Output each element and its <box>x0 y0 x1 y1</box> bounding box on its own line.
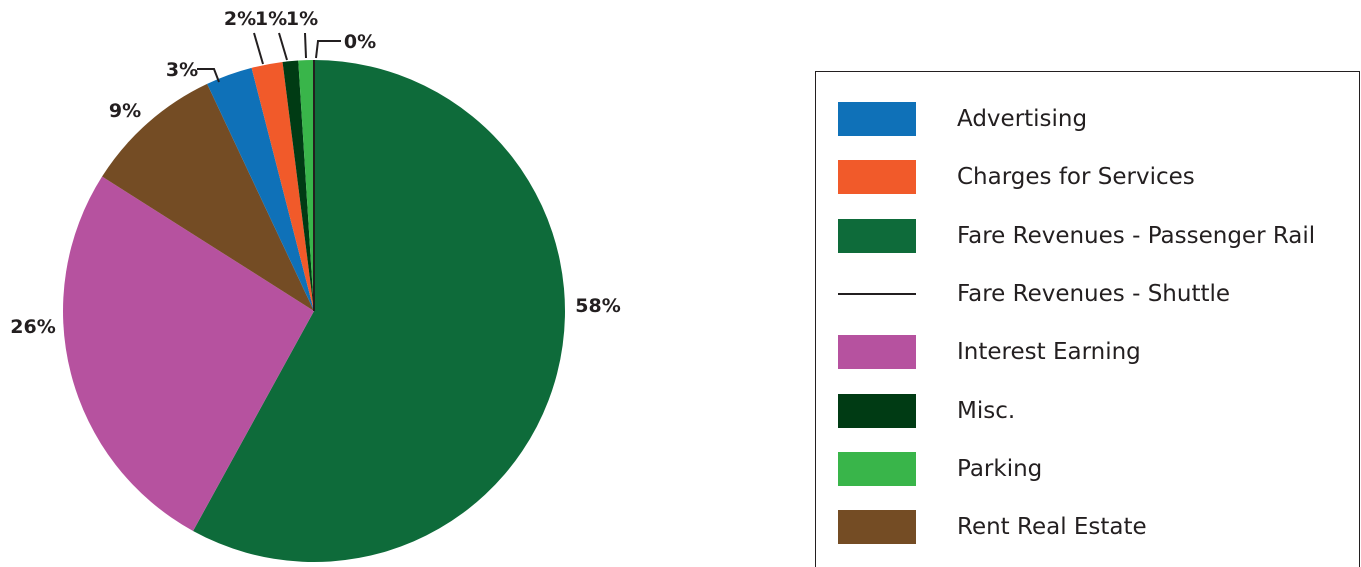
pie-labels: 58%26%9%3%2%1%1%0% <box>10 8 620 338</box>
pie-slice-parking <box>298 60 314 311</box>
legend-label: Interest Earning <box>957 339 1141 366</box>
leader-line-advertising <box>197 68 220 83</box>
legend-item-misc: Misc. <box>838 393 1348 428</box>
leader-line-parking <box>304 32 307 59</box>
leader-line-misc <box>278 32 288 61</box>
data-label-rent-real-estate: 9% <box>109 100 141 122</box>
pie-slice-rent-real-estate <box>102 83 314 311</box>
pie-chart: 58%26%9%3%2%1%1%0% <box>10 8 621 562</box>
pie-slice-advertising <box>207 67 314 312</box>
data-label-fare-revenues-passenger-rail: 58% <box>575 295 620 317</box>
legend-swatch <box>838 292 916 295</box>
data-label-advertising: 3% <box>166 59 198 81</box>
pie-slice-misc <box>282 60 314 311</box>
legend-swatch <box>838 335 916 370</box>
pie-slice-charges-for-services <box>251 61 314 311</box>
legend-label: Misc. <box>957 397 1016 424</box>
legend-swatch <box>838 451 916 486</box>
pie-slice-interest-earning <box>62 176 315 531</box>
legend-label: Fare Revenues - Passenger Rail <box>957 222 1316 249</box>
data-label-fare-revenues-shuttle: 0% <box>344 31 376 53</box>
legend-item-fare-revenues-passenger-rail: Fare Revenues - Passenger Rail <box>838 218 1348 253</box>
legend-item-charges-for-services: Charges for Services <box>838 160 1348 195</box>
legend-item-fare-revenues-shuttle: Fare Revenues - Shuttle <box>838 277 1348 311</box>
legend-swatch <box>838 510 916 545</box>
pie-slice-fare-revenues-passenger-rail <box>193 60 565 562</box>
data-label-parking: 1% <box>286 8 318 30</box>
legend-label: Charges for Services <box>957 164 1195 191</box>
chart-legend: Advertising Charges for Services Fare Reve… <box>815 71 1360 567</box>
data-label-charges-for-services: 2% <box>224 8 256 30</box>
leader-line-charges-for-services <box>253 32 264 65</box>
leader-line-fare-revenues-shuttle <box>315 40 341 59</box>
data-label-misc: 1% <box>255 8 287 30</box>
legend-item-parking: Parking <box>838 451 1348 486</box>
legend-item-rent-real-estate: Rent Real Estate <box>838 510 1348 545</box>
legend-label: Parking <box>957 455 1043 482</box>
legend-label: Advertising <box>957 106 1088 132</box>
legend-label: Fare Revenues - Shuttle <box>957 280 1231 307</box>
legend-swatch <box>838 393 916 428</box>
data-label-interest-earning: 26% <box>10 316 55 338</box>
legend-swatch <box>838 102 916 136</box>
legend-label: Rent Real Estate <box>957 514 1147 541</box>
legend-swatch <box>838 160 916 195</box>
legend-swatch <box>838 218 916 253</box>
legend-item-advertising: Advertising <box>838 102 1348 136</box>
legend-item-interest-earning: Interest Earning <box>838 335 1348 370</box>
pie-slices <box>62 60 565 562</box>
